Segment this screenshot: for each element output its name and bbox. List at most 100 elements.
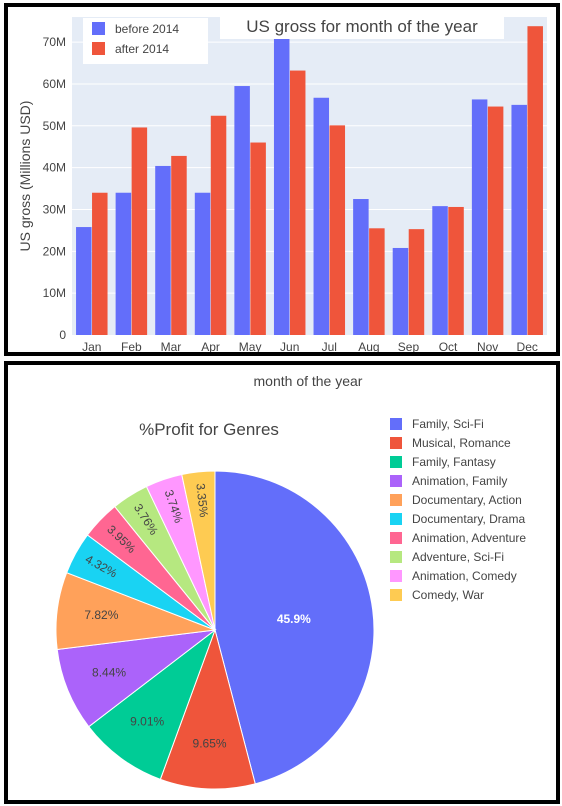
bar-apr-before-2014[interactable]: [194, 192, 211, 335]
bar-apr-after-2014[interactable]: [210, 115, 227, 335]
x-tick-label-mar: Mar: [161, 340, 182, 352]
bar-aug-after-2014[interactable]: [369, 228, 385, 335]
bar-jun-after-2014[interactable]: [289, 70, 306, 335]
bar-jul-after-2014[interactable]: [329, 125, 346, 335]
bar-legend: before 2014 after 2014: [83, 18, 208, 64]
x-tick-label-dec: Dec: [517, 340, 538, 352]
bar-dec-before-2014[interactable]: [511, 104, 527, 335]
chart-title: US gross for month of the year: [246, 17, 478, 36]
x-tick-label-jun: Jun: [280, 340, 299, 352]
pie-slice-animation-family[interactable]: [56, 629, 217, 728]
x-tick-label-apr: Apr: [201, 340, 220, 352]
bar-oct-before-2014[interactable]: [432, 206, 448, 335]
legend-item-musical-romance[interactable]: Musical, Romance: [390, 436, 511, 450]
bar-oct-after-2014[interactable]: [448, 206, 464, 335]
legend-item-animation-comedy[interactable]: Animation, Comedy: [390, 569, 517, 583]
bar-mar-before-2014[interactable]: [155, 165, 171, 335]
x-tick-label-sep: Sep: [398, 340, 420, 352]
bar-jul-before-2014[interactable]: [313, 97, 330, 335]
y-tick-label: 20M: [43, 244, 66, 258]
bar-mar-after-2014[interactable]: [171, 155, 187, 335]
y-tick-label: 50M: [43, 119, 66, 133]
pie-slice-family-fantasy[interactable]: [88, 628, 217, 780]
legend-item-family-fantasy[interactable]: Family, Fantasy: [390, 455, 496, 469]
pie-label-documentary-action: 7.82%: [84, 608, 118, 622]
bar-jan-before-2014[interactable]: [76, 227, 92, 335]
pie-label-family-sci-fi: 45.9%: [277, 612, 311, 626]
x-tick-label-jan: Jan: [82, 340, 101, 352]
legend-label[interactable]: Animation, Adventure: [412, 531, 526, 545]
legend-label[interactable]: Musical, Romance: [412, 436, 511, 450]
chart-title-bg: [220, 13, 504, 39]
bar-nov-after-2014[interactable]: [487, 106, 504, 335]
pie-label-musical-romance: 9.65%: [193, 737, 227, 751]
x-tick-label-jul: Jul: [322, 340, 337, 352]
bar-sep-after-2014[interactable]: [408, 229, 425, 335]
y-tick-label: 60M: [43, 77, 66, 91]
legend-swatch[interactable]: [390, 532, 402, 544]
legend-label-before-2014[interactable]: before 2014: [115, 22, 179, 36]
x-tick-label-nov: Nov: [477, 340, 498, 352]
pie-label-family-fantasy: 9.01%: [130, 714, 164, 728]
legend-label[interactable]: Family, Sci-Fi: [412, 417, 484, 431]
pie-slice-comedy-war[interactable]: [181, 470, 216, 631]
legend-label[interactable]: Animation, Family: [412, 474, 507, 488]
legend-swatch-before-2014[interactable]: [92, 22, 105, 35]
pie-chart: month of the year %Profit for Genres 45.…: [55, 373, 526, 790]
y-tick-label: 10M: [43, 286, 66, 300]
y-tick-label: 70M: [43, 35, 66, 49]
pie-label-animation-family: 8.44%: [92, 666, 126, 680]
bar-chart: 0 10M 20M 30M 40M 50M 60M 70M Jan Feb Mar Apr May Ju…: [17, 13, 547, 352]
legend-item-comedy-war[interactable]: Comedy, War: [390, 588, 484, 602]
bar-jan-after-2014[interactable]: [92, 192, 108, 335]
bar-feb-after-2014[interactable]: [131, 127, 148, 335]
legend-swatch[interactable]: [390, 475, 402, 487]
legend-label[interactable]: Animation, Comedy: [412, 569, 517, 583]
x-tick-label-aug: Aug: [358, 340, 379, 352]
pie-slice-musical-romance[interactable]: [159, 628, 256, 790]
legend-swatch[interactable]: [390, 418, 402, 430]
legend-item-adventure-sci-fi[interactable]: Adventure, Sci-Fi: [390, 550, 504, 564]
legend-swatch-after-2014[interactable]: [92, 42, 105, 55]
pie-label-comedy-war: 3.35%: [193, 483, 211, 519]
pie-title: %Profit for Genres: [139, 420, 279, 439]
y-tick-label: 0: [59, 328, 66, 342]
x-tick-label-may: May: [239, 340, 262, 352]
legend-item-documentary-action[interactable]: Documentary, Action: [390, 493, 522, 507]
bar-dec-after-2014[interactable]: [527, 26, 543, 336]
legend-label[interactable]: Documentary, Action: [412, 493, 522, 507]
legend-item-animation-family[interactable]: Animation, Family: [390, 474, 507, 488]
pie-chart-panel: month of the year %Profit for Genres 45.…: [4, 361, 560, 804]
legend-item-documentary-drama[interactable]: Documentary, Drama: [390, 512, 525, 526]
bar-aug-before-2014[interactable]: [353, 199, 369, 335]
y-axis-label: US gross (Millions USD): [17, 101, 33, 252]
x-tick-label-feb: Feb: [121, 340, 142, 352]
legend-swatch[interactable]: [390, 513, 402, 525]
pie-slice-family-sci-fi[interactable]: [214, 470, 375, 785]
legend-label[interactable]: Family, Fantasy: [412, 455, 496, 469]
bar-feb-before-2014[interactable]: [115, 192, 132, 335]
bar-nov-before-2014[interactable]: [471, 99, 488, 335]
legend-item-family-sci-fi[interactable]: Family, Sci-Fi: [390, 417, 484, 431]
x-tick-label-oct: Oct: [439, 340, 458, 352]
y-tick-label: 30M: [43, 202, 66, 216]
legend-label-after-2014[interactable]: after 2014: [115, 42, 169, 56]
legend-swatch[interactable]: [390, 551, 402, 563]
bar-jun-before-2014[interactable]: [273, 34, 290, 336]
legend-swatch[interactable]: [390, 456, 402, 468]
plot-area: [72, 17, 547, 335]
panel-header: month of the year: [254, 373, 363, 389]
legend-label[interactable]: Documentary, Drama: [412, 512, 525, 526]
bar-may-before-2014[interactable]: [234, 86, 250, 335]
legend-item-animation-adventure[interactable]: Animation, Adventure: [390, 531, 526, 545]
legend-swatch[interactable]: [390, 589, 402, 601]
legend-label[interactable]: Adventure, Sci-Fi: [412, 550, 504, 564]
legend-swatch[interactable]: [390, 570, 402, 582]
legend-label[interactable]: Comedy, War: [412, 588, 484, 602]
y-tick-label: 40M: [43, 161, 66, 175]
legend-swatch[interactable]: [390, 494, 402, 506]
bar-chart-panel: 0 10M 20M 30M 40M 50M 60M 70M Jan Feb Mar Apr May Ju…: [4, 3, 560, 356]
legend-swatch[interactable]: [390, 437, 402, 449]
bar-may-after-2014[interactable]: [250, 142, 266, 335]
bar-sep-before-2014[interactable]: [392, 247, 409, 335]
